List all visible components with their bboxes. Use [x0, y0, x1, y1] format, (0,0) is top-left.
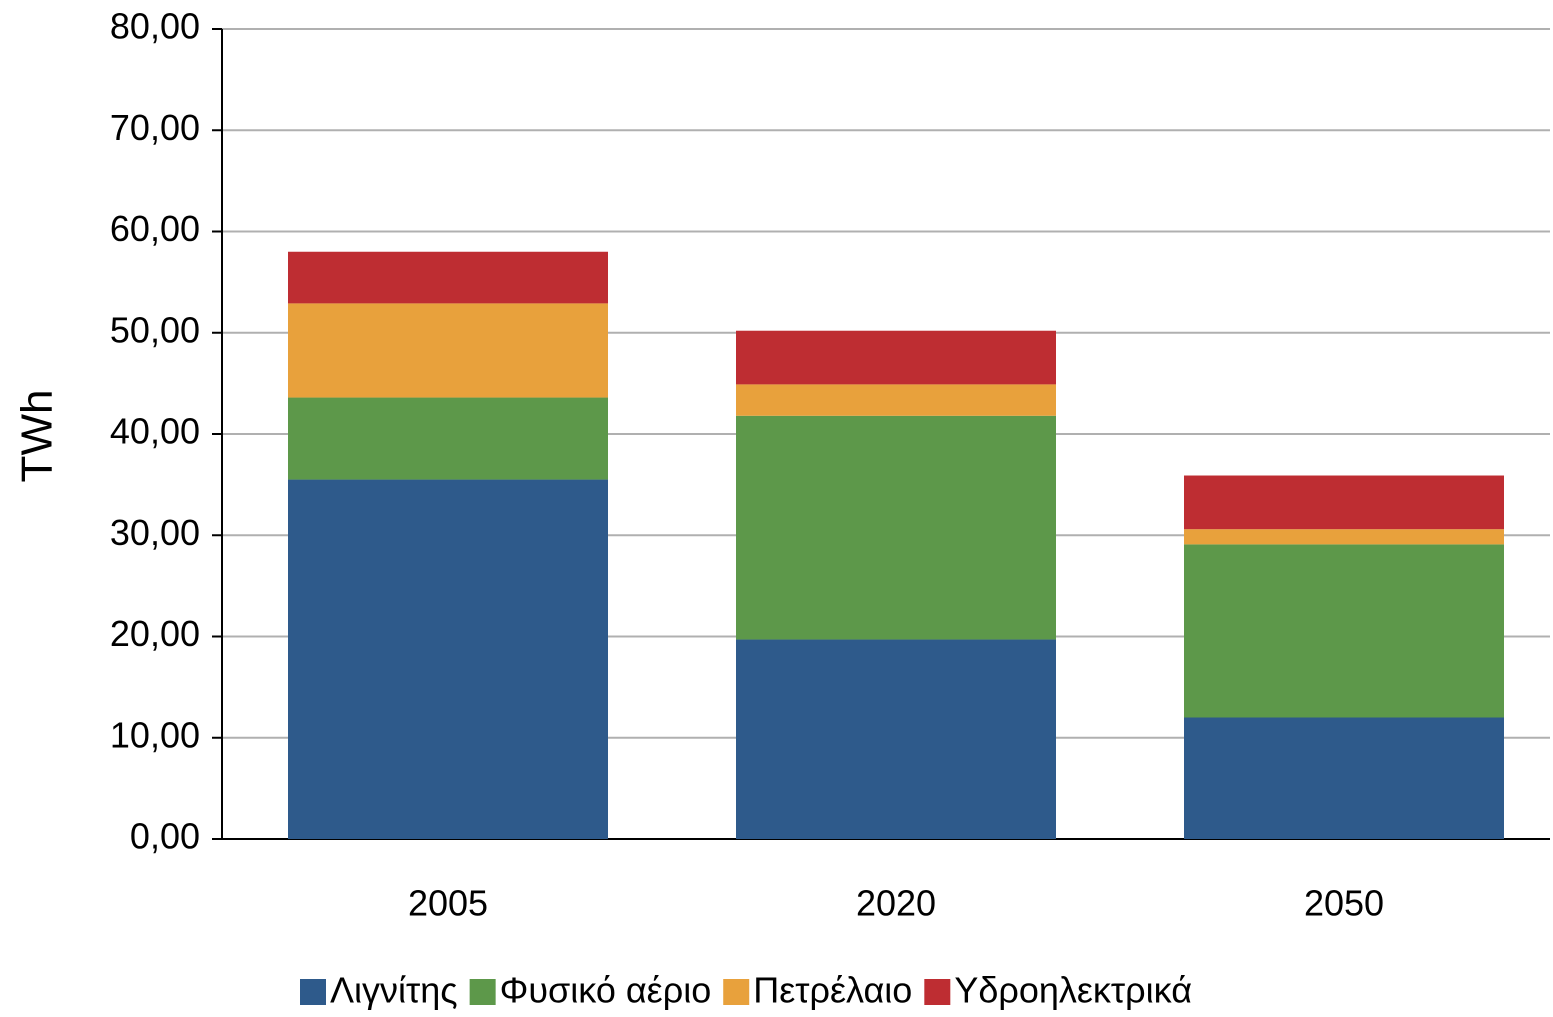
bar-segment [736, 415, 1056, 640]
legend-swatch [469, 979, 496, 1005]
bar-segment [1184, 529, 1504, 545]
legend-label: Πετρέλαιο [753, 970, 912, 1011]
y-tick-label: 60,00 [110, 208, 200, 249]
legend-swatch [924, 979, 951, 1005]
bar-segment [1184, 544, 1504, 718]
bar-segment [288, 397, 608, 480]
y-tick-label: 10,00 [110, 714, 200, 755]
legend-label: Φυσικό αέριο [500, 970, 712, 1011]
legend-swatch [300, 979, 326, 1005]
bar-segment [736, 639, 1056, 839]
x-tick-label: 2005 [408, 883, 488, 924]
bar-segment [1184, 475, 1504, 530]
y-axis-label: TWh [13, 390, 62, 483]
bar-segment [1184, 717, 1504, 839]
legend-label: Υδροηλεκτρικά [954, 970, 1192, 1011]
y-tick-label: 30,00 [110, 512, 200, 553]
bar-segment [736, 384, 1056, 416]
y-tick-label: 0,00 [130, 816, 200, 857]
bar-segment [736, 330, 1056, 385]
y-tick-label: 40,00 [110, 411, 200, 452]
y-tick-label: 70,00 [110, 107, 200, 148]
bar-segment [288, 303, 608, 398]
bar-segment [288, 251, 608, 304]
bar-segment [288, 479, 608, 839]
y-tick-label: 80,00 [110, 6, 200, 47]
legend-label: Λιγνίτης [330, 970, 458, 1011]
x-tick-label: 2050 [1304, 883, 1384, 924]
y-tick-label: 50,00 [110, 309, 200, 350]
y-tick-label: 20,00 [110, 613, 200, 654]
legend-swatch [723, 979, 750, 1005]
x-tick-label: 2020 [856, 883, 936, 924]
